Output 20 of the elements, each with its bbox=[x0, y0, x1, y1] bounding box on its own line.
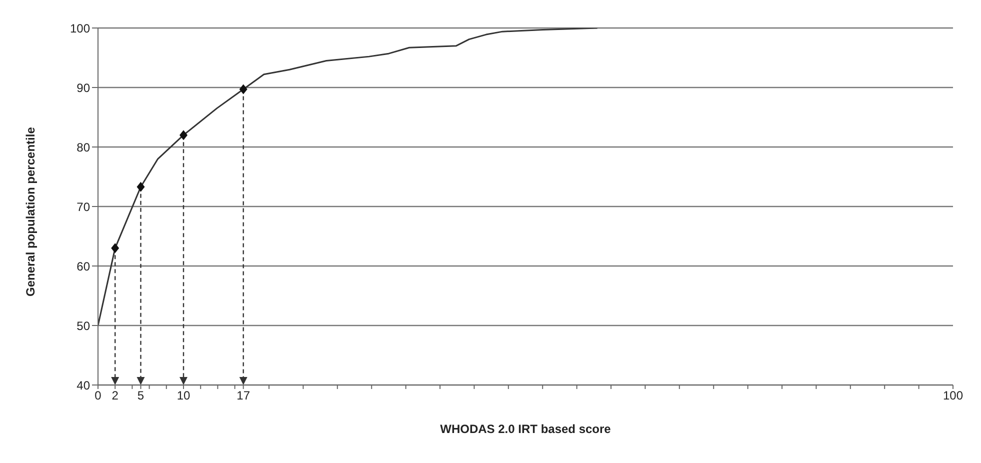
y-tick-label: 60 bbox=[76, 259, 90, 274]
y-tick-label: 50 bbox=[76, 318, 90, 333]
y-tick-label: 90 bbox=[76, 80, 90, 95]
x-tick-label: 2 bbox=[112, 388, 119, 403]
x-tick-label: 100 bbox=[942, 388, 964, 403]
line-series bbox=[98, 28, 598, 326]
y-tick-label: 70 bbox=[76, 200, 90, 214]
y-axis-title: General population percentile bbox=[23, 126, 38, 296]
x-tick-label: 5 bbox=[137, 388, 144, 403]
x-tick-label: 17 bbox=[236, 388, 250, 403]
x-tick-label: 10 bbox=[176, 388, 190, 403]
point bbox=[180, 130, 188, 140]
point bbox=[239, 84, 248, 94]
x-tick-label: 0 bbox=[94, 388, 102, 403]
y-tick-label: 100 bbox=[70, 21, 90, 36]
x-axis-title: WHODAS 2.0 IRT based score bbox=[440, 422, 612, 436]
point bbox=[111, 243, 120, 254]
y-tick-label: 40 bbox=[76, 378, 90, 392]
point bbox=[136, 182, 145, 192]
y-tick-label: 80 bbox=[76, 140, 90, 154]
